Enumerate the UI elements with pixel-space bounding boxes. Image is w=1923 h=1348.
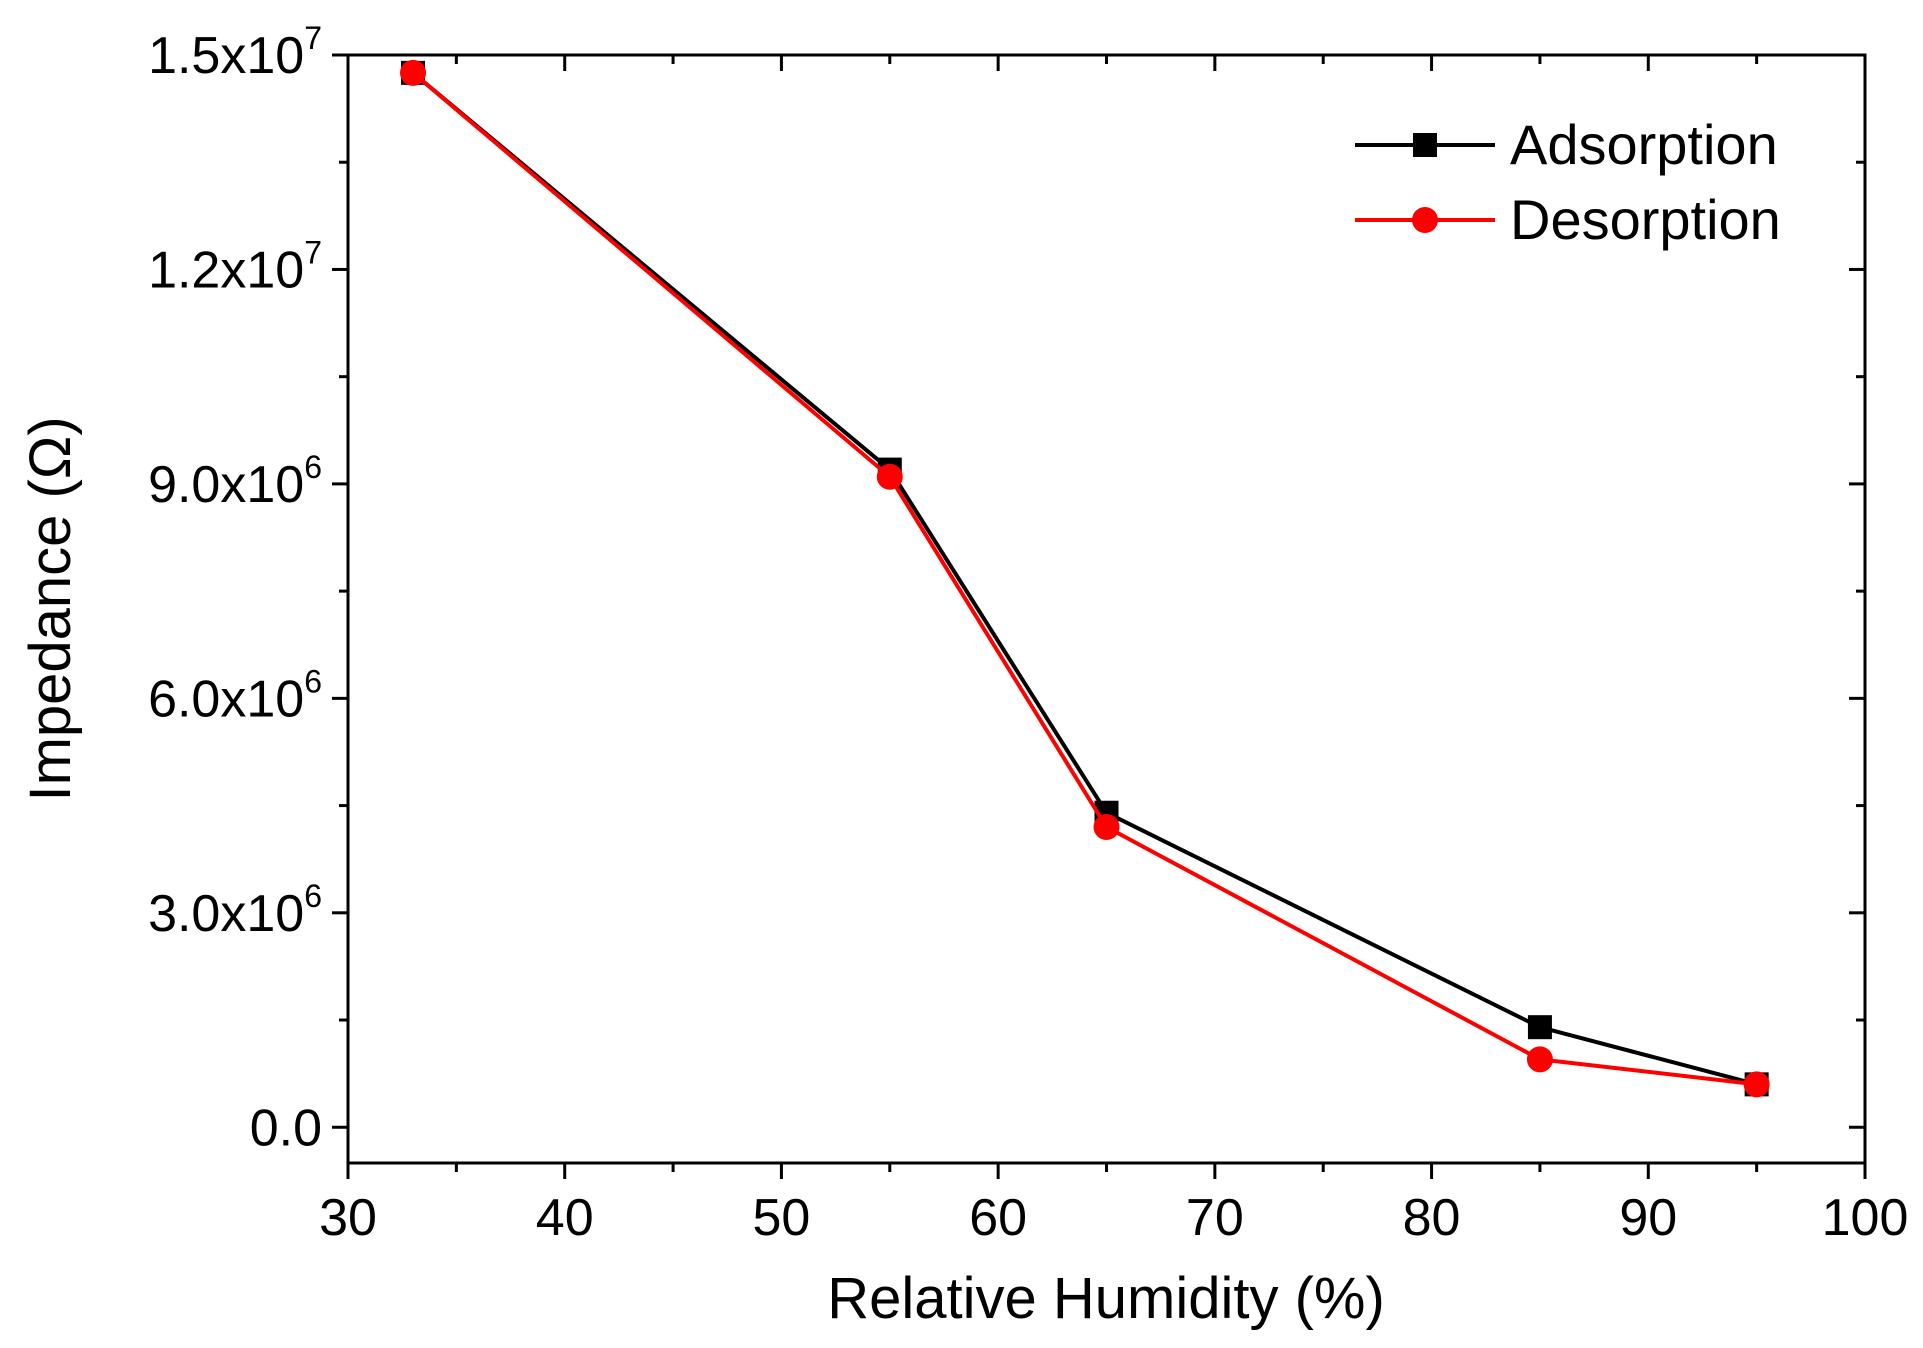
legend-label-adsorption: Adsorption (1510, 113, 1778, 176)
legend-entry-desorption: Desorption (1355, 188, 1781, 251)
desorption-point (400, 59, 427, 86)
x-tick-label: 30 (319, 1189, 377, 1247)
desorption-point (876, 463, 903, 490)
y-tick-label: 1.5x107 (148, 20, 322, 85)
y-tick-label: 9.0x106 (148, 449, 322, 514)
x-tick-label: 60 (969, 1189, 1027, 1247)
x-tick-label: 80 (1403, 1189, 1461, 1247)
adsorption-point (1527, 1015, 1552, 1040)
legend-marker-desorption (1412, 207, 1438, 233)
x-tick-label: 40 (536, 1189, 594, 1247)
desorption-point (1743, 1071, 1770, 1098)
x-tick-label: 90 (1619, 1189, 1677, 1247)
legend-marker-adsorption (1413, 133, 1437, 157)
y-tick-label: 3.0x106 (148, 878, 322, 943)
x-tick-label: 100 (1822, 1189, 1909, 1247)
y-axis-title: Impedance (Ω) (18, 416, 83, 801)
series-desorption (400, 59, 1770, 1098)
y-tick-label: 1.2x107 (148, 234, 322, 299)
series-layer (400, 59, 1770, 1098)
legend-entry-adsorption: Adsorption (1355, 113, 1778, 176)
y-axis-ticks: 0.0 3.0x106 6.0x106 9.0x106 1.2x107 1.5x107 (148, 20, 1865, 1157)
x-tick-label: 70 (1186, 1189, 1244, 1247)
y-tick-label: 6.0x106 (148, 663, 322, 728)
y-tick-label: 0.0 (250, 1099, 322, 1157)
desorption-point (1093, 814, 1120, 841)
x-axis-title: Relative Humidity (%) (827, 1266, 1385, 1331)
legend: Adsorption Desorption (1355, 113, 1781, 251)
desorption-point (1526, 1046, 1553, 1073)
x-tick-label: 50 (753, 1189, 811, 1247)
legend-label-desorption: Desorption (1510, 188, 1781, 251)
x-axis-ticks: 30 40 50 60 70 80 90 100 (319, 55, 1908, 1247)
